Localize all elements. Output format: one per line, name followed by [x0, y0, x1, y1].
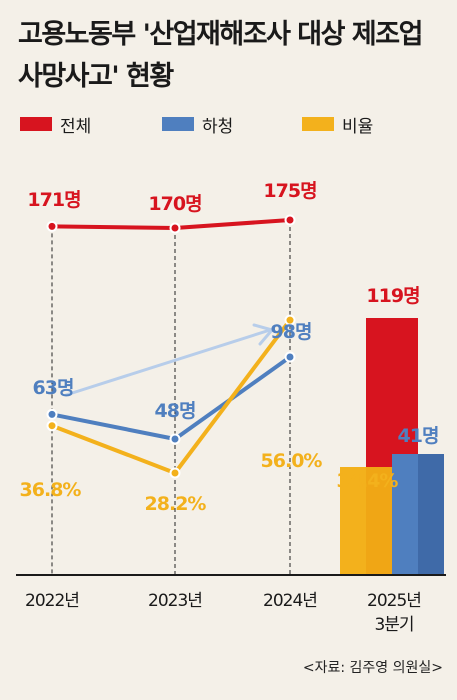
legend-swatch-ratio	[302, 117, 334, 131]
label-ratio-0: 36.8%	[20, 479, 82, 501]
legend-swatch-subcontract	[162, 117, 194, 131]
point-subcontract-0	[46, 408, 58, 420]
legend-label-total: 전체	[60, 116, 92, 137]
legend-item-total: 전체	[20, 114, 92, 137]
label-ratio-2: 56.0%	[261, 450, 323, 472]
label-ratio-3: 34.4%	[337, 470, 399, 492]
label-total-0: 171명	[27, 189, 80, 211]
label-subcontract-0: 63명	[33, 377, 74, 399]
x-tick-label-2: 2024년	[263, 591, 317, 611]
x-tick-label-0: 2022년	[25, 591, 79, 611]
legend-label-ratio: 비율	[342, 116, 374, 137]
legend-item-subcontract: 하청	[162, 114, 234, 137]
legend-item-ratio: 비율	[302, 114, 374, 137]
point-total-2	[284, 214, 296, 226]
label-subcontract-1: 48명	[155, 400, 196, 422]
source-note: <자료: 김주영 의원실>	[302, 660, 443, 676]
bar-total-2025-right	[392, 318, 418, 454]
point-ratio-0	[46, 420, 58, 432]
trend-arrow-head	[252, 323, 274, 346]
point-total-1	[169, 222, 181, 234]
point-subcontract-2	[284, 351, 296, 363]
label-subcontract-3: 41명	[398, 425, 439, 447]
legend-label-subcontract: 하청	[202, 116, 234, 137]
chart-title: 고용노동부 '산업재해조사 대상 제조업 사망사고' 현황	[18, 19, 423, 92]
label-total-2: 175명	[263, 180, 316, 202]
bar-ratio-2025-shade	[366, 467, 392, 575]
bar-total-2025-upper	[366, 318, 392, 467]
label-ratio-1: 28.2%	[145, 493, 207, 515]
point-ratio-1	[169, 467, 181, 479]
label-total-3: 119명	[366, 285, 419, 307]
x-tick-label-1: 2023년	[148, 591, 202, 611]
label-total-1: 170명	[148, 193, 201, 215]
legend-swatch-total	[20, 117, 52, 131]
trend-arrow-shaft	[64, 328, 272, 397]
label-subcontract-2: 98명	[271, 321, 312, 343]
x-tick-label-3: 2025년 3분기	[367, 591, 421, 635]
bar-subcontract-2025-shade	[418, 454, 444, 575]
point-subcontract-1	[169, 433, 181, 445]
line-ratio	[51, 318, 292, 475]
point-total-0	[46, 220, 58, 232]
point-ratio-2	[284, 314, 296, 326]
